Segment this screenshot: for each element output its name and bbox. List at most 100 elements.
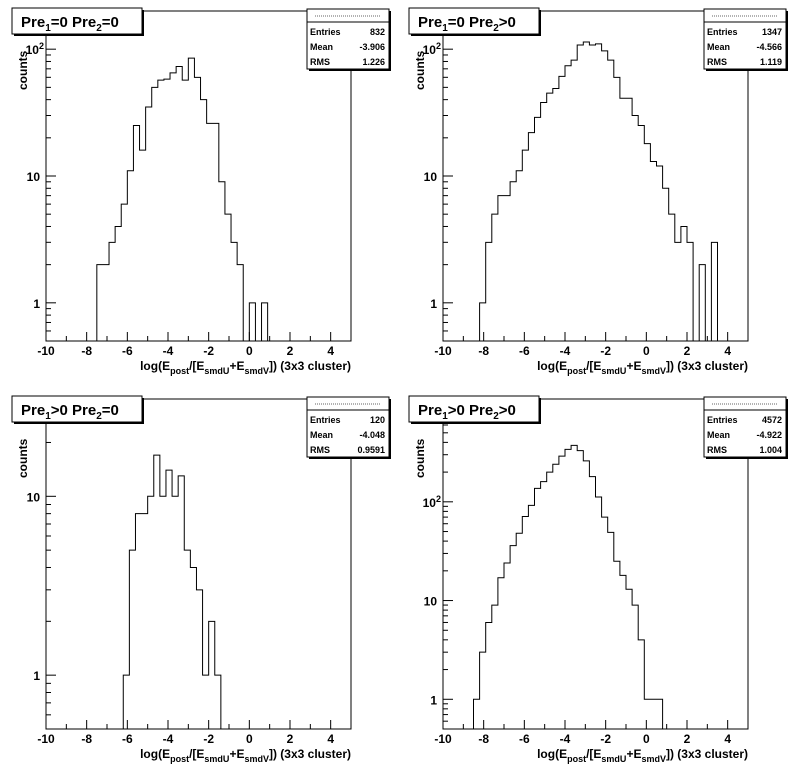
stats-label: Mean (707, 42, 730, 52)
panel-title: Pre1>0 Pre2=0 (11, 395, 144, 424)
histogram-bin (249, 303, 255, 341)
histogram-bin (146, 107, 152, 341)
histogram-bin (535, 117, 541, 341)
y-tick-label: 1 (430, 297, 437, 311)
histogram-bin (565, 449, 571, 729)
title-text: Pre1>0 Pre2>0 (418, 402, 516, 422)
histogram-bin (201, 100, 207, 341)
x-axis-label: log(Epost/[EsmdU+EsmdV]) (3x3 cluster) (537, 747, 748, 764)
histogram-bin (663, 188, 669, 341)
histogram-bin (687, 242, 693, 341)
stats-frame (703, 8, 787, 70)
stats-value: 832 (370, 27, 385, 37)
plot-frame (442, 398, 749, 730)
histogram-bin (589, 477, 595, 729)
histogram-bin (559, 76, 565, 341)
x-axis-label: log(Epost/[EsmdU+EsmdV]) (3x3 cluster) (140, 359, 351, 376)
histogram-bin (675, 242, 681, 341)
histogram-bin (231, 242, 237, 341)
y-axis-label: counts (413, 50, 427, 90)
stats-shadow (706, 69, 788, 71)
histogram-bin (571, 60, 577, 341)
stats-value: 1.119 (760, 57, 782, 67)
x-tick-label: -4 (560, 344, 571, 358)
histogram-bin (577, 45, 583, 341)
histogram-bin (219, 182, 225, 341)
x-tick-label: 2 (684, 732, 691, 746)
histogram-line (96, 57, 269, 342)
x-tick-label: -4 (163, 344, 174, 358)
histogram-bin (553, 88, 559, 341)
stats-value: 1.004 (759, 445, 782, 455)
stats-label: Entries (310, 415, 341, 425)
histogram-bin (97, 265, 103, 341)
histogram-bin (194, 77, 200, 341)
histogram-bin (196, 590, 202, 729)
y-tick-label: 102 (26, 41, 44, 57)
histogram-bin (657, 166, 663, 341)
histogram-bin (565, 66, 571, 341)
x-tick-label: 2 (684, 344, 691, 358)
y-tick-label: 10 (424, 170, 438, 184)
y-axis-label: counts (413, 438, 427, 478)
stats-shadow (389, 11, 391, 71)
histogram-bin (262, 303, 268, 341)
histogram-bin (225, 214, 231, 341)
x-tick-label: -10 (434, 732, 452, 746)
histogram-bin (135, 514, 141, 729)
title-box (11, 7, 143, 35)
title-box (11, 395, 143, 423)
histogram-bin (638, 640, 644, 729)
stats-label: RMS (707, 57, 727, 67)
x-tick-label: -8 (81, 732, 92, 746)
y-tick-label: 102 (423, 41, 441, 57)
stats-shadow (389, 399, 391, 459)
histogram-bin (152, 87, 158, 341)
histogram-bin (498, 578, 504, 729)
histogram-bin (547, 93, 553, 341)
panel-title: Pre1>0 Pre2>0 (408, 395, 541, 424)
title-shadow (14, 34, 144, 36)
panel-title: Pre1=0 Pre2=0 (11, 7, 144, 36)
stats-label: Entries (707, 27, 738, 37)
histogram-bin (237, 265, 243, 341)
x-tick-label: -10 (37, 732, 55, 746)
histogram-bin (583, 42, 589, 341)
x-tick-label: -2 (203, 344, 214, 358)
stats-shadow (309, 457, 391, 459)
y-tick-label: 10 (27, 490, 41, 504)
stats-box: Entries 832 Mean -3.906 RMS 1.226 (306, 8, 391, 71)
histogram-bin (510, 182, 516, 341)
histogram-bin (182, 80, 188, 341)
histogram-bin (188, 58, 194, 341)
histogram-bin (535, 488, 541, 729)
histogram-bin (504, 196, 510, 341)
title-shadow (411, 422, 541, 424)
stats-shadow (706, 457, 788, 459)
histogram-bin (140, 150, 146, 341)
x-tick-label: 4 (327, 344, 334, 358)
histogram-bin (498, 196, 504, 341)
chart-panel-2: -10 -8 -6 -4 -2 0 2 4 1 10 102 Pre1=0 Pre2>0 Entries… (408, 7, 788, 376)
x-axis-label: log(Epost/[EsmdU+EsmdV]) (3x3 cluster) (537, 359, 748, 376)
chart-panel-3: -10 -8 -6 -4 -2 0 2 4 1 10 Pre1>0 Pre2=0 Entries 120… (11, 395, 391, 764)
histogram-bin (109, 242, 115, 341)
histogram-bin (589, 45, 595, 341)
x-tick-label: -6 (122, 732, 133, 746)
histogram-bin (184, 550, 190, 729)
histogram-bin (207, 123, 213, 341)
y-tick-label: 10 (424, 595, 438, 609)
histogram-bin (164, 79, 170, 341)
stats-value: -4.048 (359, 430, 385, 440)
histogram-bin (486, 622, 492, 729)
histogram-line (479, 41, 718, 342)
histogram-bin (541, 102, 547, 341)
histogram-bin (160, 496, 166, 729)
histogram-bin (178, 476, 184, 729)
y-tick-label: 1 (430, 693, 437, 707)
stats-label: RMS (310, 445, 330, 455)
histogram-line (122, 454, 222, 729)
histogram-bin (127, 171, 133, 341)
histogram-bin (123, 675, 129, 729)
histogram-bin (516, 171, 522, 341)
